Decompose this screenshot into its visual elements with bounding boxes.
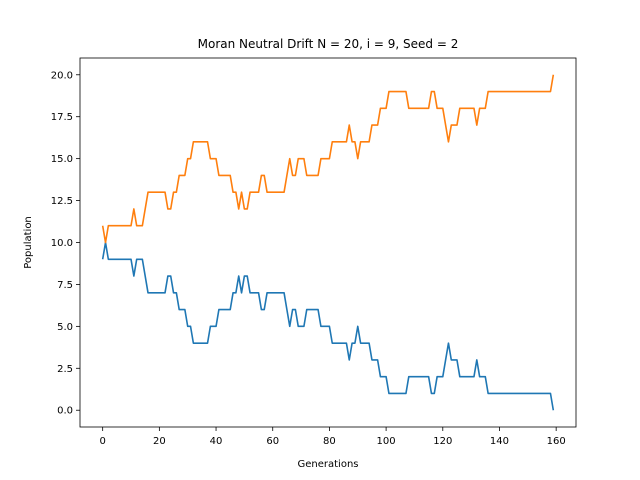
y-tick-label: 0.0: [57, 406, 73, 417]
x-tick-label: 120: [433, 436, 452, 447]
x-tick-label: 160: [547, 436, 566, 447]
series-line-2: [101, 74, 555, 244]
y-tick-label: 5.0: [57, 322, 73, 333]
y-tick-label: 7.5: [57, 280, 73, 291]
x-tick-label: 40: [210, 436, 223, 447]
y-tick-label: 2.5: [57, 364, 73, 375]
x-axis-label: Generations: [298, 459, 359, 470]
y-tick-label: 20.0: [51, 70, 73, 81]
x-axis: 0 20 40 60 80 100 120 140 160: [99, 427, 566, 447]
chart-title: Moran Neutral Drift N = 20, i = 9, Seed …: [198, 37, 459, 51]
x-tick-label: 140: [490, 436, 509, 447]
x-tick-label: 100: [377, 436, 396, 447]
y-tick-label: 17.5: [51, 112, 73, 123]
y-axis-label: Population: [23, 216, 34, 269]
y-tick-label: 12.5: [51, 196, 73, 207]
y-tick-label: 10.0: [51, 238, 73, 249]
x-tick-label: 20: [153, 436, 166, 447]
y-axis: 0.0 2.5 5.0 7.5 10.0 12.5 15.0 17.5 20.0: [51, 70, 80, 417]
x-tick-label: 60: [266, 436, 279, 447]
x-tick-label: 80: [323, 436, 336, 447]
series-line-1: [101, 241, 555, 411]
series-layer: [101, 74, 555, 411]
x-tick-label: 0: [99, 436, 105, 447]
y-tick-label: 15.0: [51, 154, 73, 165]
